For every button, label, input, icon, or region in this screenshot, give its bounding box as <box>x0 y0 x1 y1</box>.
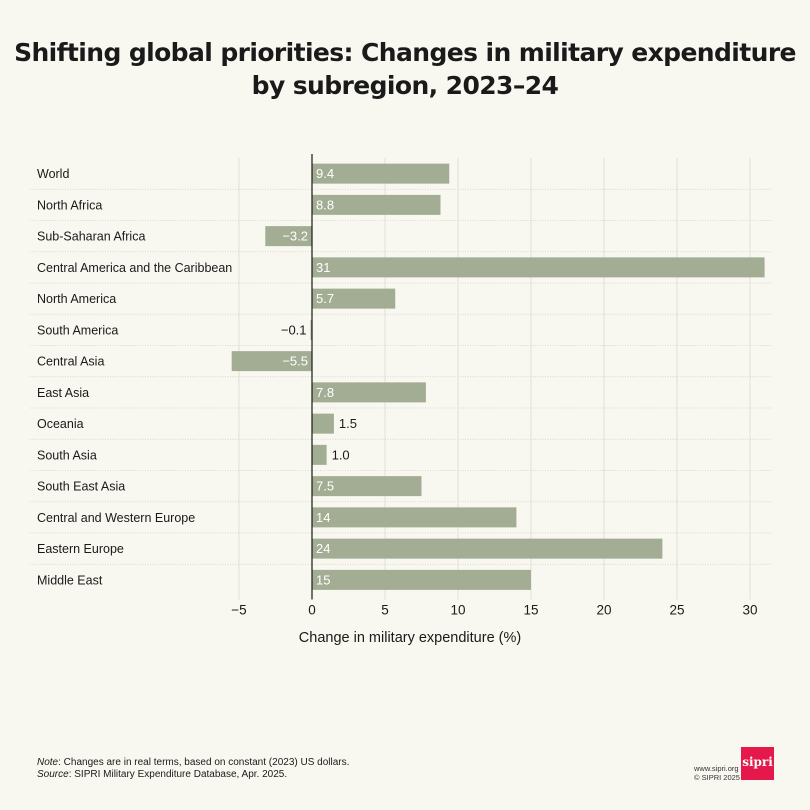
data-label: 24 <box>316 541 330 556</box>
data-label: 31 <box>316 260 330 275</box>
data-label: −0.1 <box>281 322 307 337</box>
data-label: 1.5 <box>339 416 357 431</box>
data-label: 1.0 <box>332 447 350 462</box>
credit: www.sipri.org © SIPRI 2025 <box>694 764 740 782</box>
title-line-1: Shifting global priorities: Changes in m… <box>14 38 796 67</box>
bar <box>312 288 396 309</box>
bar <box>312 163 450 184</box>
bar <box>312 194 441 215</box>
data-label: 7.8 <box>316 385 334 400</box>
category-label: North Africa <box>37 198 102 212</box>
bar <box>312 476 422 497</box>
note-label: Note <box>37 757 59 768</box>
x-tick-label: −5 <box>231 603 246 618</box>
bar <box>312 413 334 434</box>
source-label: Source <box>37 769 69 780</box>
x-tick-label: 5 <box>381 603 389 618</box>
category-label: Eastern Europe <box>37 542 124 556</box>
bar <box>312 538 663 559</box>
x-tick-label: 0 <box>308 603 316 618</box>
title-line-2: by subregion, 2023–24 <box>251 71 559 100</box>
credit-copyright: © SIPRI 2025 <box>694 773 740 782</box>
bar <box>312 444 327 465</box>
credit-url: www.sipri.org <box>694 764 739 773</box>
bar <box>312 382 426 403</box>
data-label: 9.4 <box>316 166 334 181</box>
category-label: Middle East <box>37 573 103 587</box>
category-label: Oceania <box>37 417 84 431</box>
data-label: −5.5 <box>282 354 308 369</box>
category-label: East Asia <box>37 386 89 400</box>
data-label: 15 <box>316 572 330 587</box>
data-label: 8.8 <box>316 197 334 212</box>
bar <box>310 319 312 340</box>
note-text: : Changes are in real terms, based on co… <box>58 757 350 768</box>
x-tick-label: 30 <box>742 603 757 618</box>
category-label: Sub-Saharan Africa <box>37 230 145 244</box>
chart-title: Shifting global priorities: Changes in m… <box>0 36 810 102</box>
category-label: Central Asia <box>37 355 104 369</box>
bar <box>312 569 531 590</box>
footnote: Note: Changes are in real terms, based o… <box>37 757 349 781</box>
bar <box>231 351 312 372</box>
bar <box>312 507 517 528</box>
x-tick-label: 10 <box>450 603 465 618</box>
bar <box>265 226 312 247</box>
data-label: 5.7 <box>316 291 334 306</box>
category-label: Central and Western Europe <box>37 511 195 525</box>
x-tick-label: 25 <box>669 603 684 618</box>
data-label: 14 <box>316 510 330 525</box>
category-label: World <box>37 167 69 181</box>
category-label: North America <box>37 292 116 306</box>
data-label: −3.2 <box>282 229 308 244</box>
x-tick-label: 20 <box>596 603 611 618</box>
x-tick-label: 15 <box>523 603 538 618</box>
bar <box>312 257 765 278</box>
category-label: South East Asia <box>37 480 125 494</box>
category-label: South Asia <box>37 448 97 462</box>
category-label: South America <box>37 323 118 337</box>
category-label: Central America and the Caribbean <box>37 261 232 275</box>
x-axis-label: Change in military expenditure (%) <box>298 630 522 646</box>
data-label: 7.5 <box>316 479 334 494</box>
sipri-logo: sipri <box>741 747 774 780</box>
source-text: : SIPRI Military Expenditure Database, A… <box>68 769 288 780</box>
